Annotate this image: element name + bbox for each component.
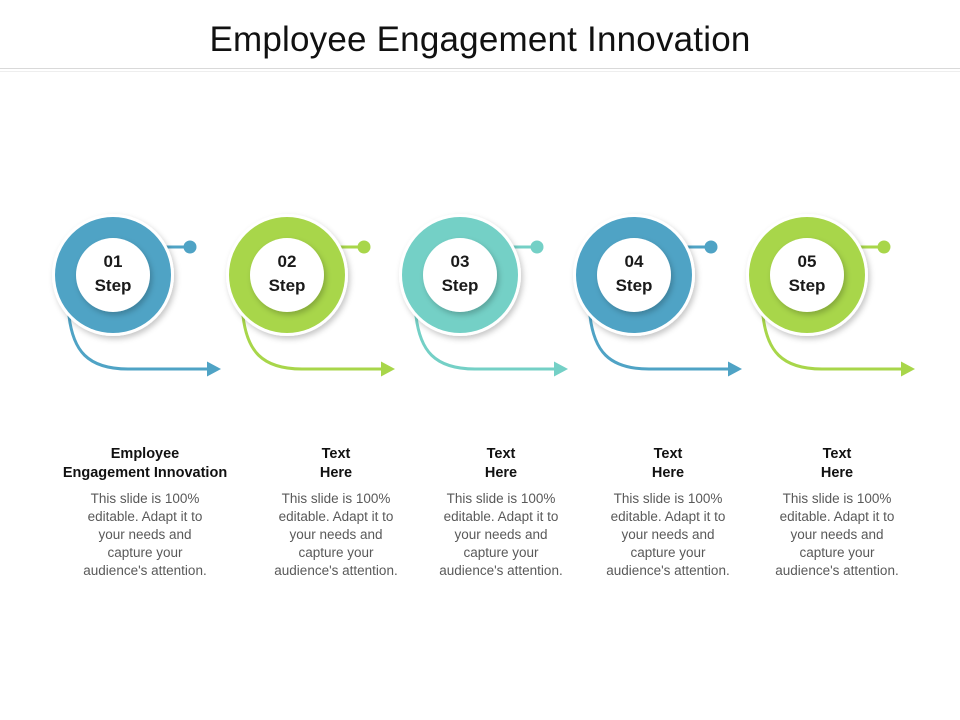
arrow-head-icon: [901, 361, 915, 377]
step-05-label: 05 Step: [762, 250, 852, 298]
step-heading-line: Here: [319, 465, 353, 481]
step-word: Step: [788, 276, 826, 295]
flow-arrow-line: [588, 314, 732, 371]
step-description: This slide is 100% editable. Adapt it to y…: [578, 490, 758, 580]
step-description-line: editable. Adapt it to: [779, 509, 895, 524]
step-heading-line: Text: [822, 446, 852, 462]
step-word: Step: [94, 276, 132, 295]
step-inner-circle: [76, 238, 150, 312]
step-word: Step: [441, 276, 479, 295]
step-description-line: capture your: [463, 545, 539, 560]
step-03-label: 03 Step: [415, 250, 505, 298]
step-01-text-block: Employee Engagement Innovation This slide …: [55, 445, 235, 580]
arrow-head-icon: [207, 361, 221, 377]
title-divider: [0, 68, 960, 69]
step-description-line: This slide is 100%: [613, 491, 723, 506]
step-description-line: This slide is 100%: [782, 491, 892, 506]
step-description-line: This slide is 100%: [90, 491, 200, 506]
step-02-label: 02 Step: [242, 250, 332, 298]
step-heading-line: Engagement Innovation: [62, 465, 228, 481]
step-heading-line: Employee: [110, 446, 180, 462]
step-05-graphic: [746, 214, 915, 377]
arrow-head-icon: [554, 361, 568, 377]
step-description-line: capture your: [107, 545, 183, 560]
step-heading-line: Here: [484, 465, 518, 481]
step-description: This slide is 100% editable. Adapt it to y…: [246, 490, 426, 580]
step-heading: Text Here: [747, 445, 927, 483]
step-heading-line: Text: [653, 446, 683, 462]
step-inner-circle: [250, 238, 324, 312]
connector-dot: [704, 240, 718, 254]
step-03-graphic: [399, 214, 568, 377]
connector-dot: [877, 240, 891, 254]
step-04-label: 04 Step: [589, 250, 679, 298]
step-description-line: audience's attention.: [274, 563, 398, 578]
step-description-line: This slide is 100%: [281, 491, 391, 506]
step-inner-circle: [423, 238, 497, 312]
step-number: 03: [450, 252, 470, 271]
step-description-line: audience's attention.: [83, 563, 207, 578]
step-02-graphic: [226, 214, 395, 377]
step-05-text-block: Text Here This slide is 100% editable. Adap…: [747, 445, 927, 580]
step-heading: Text Here: [411, 445, 591, 483]
flow-arrow-line: [414, 314, 558, 371]
step-heading-line: Here: [651, 465, 685, 481]
step-01-graphic: [52, 214, 221, 377]
step-heading: Employee Engagement Innovation: [55, 445, 235, 483]
step-heading-line: Text: [321, 446, 351, 462]
step-description-line: audience's attention.: [775, 563, 899, 578]
step-description: This slide is 100% editable. Adapt it to y…: [411, 490, 591, 580]
step-description-line: capture your: [799, 545, 875, 560]
step-heading: Text Here: [578, 445, 758, 483]
step-04-text-block: Text Here This slide is 100% editable. Adap…: [578, 445, 758, 580]
flow-arrow-line: [761, 314, 905, 371]
step-description-line: audience's attention.: [439, 563, 563, 578]
step-description-line: audience's attention.: [606, 563, 730, 578]
step-word: Step: [268, 276, 306, 295]
step-description-line: capture your: [630, 545, 706, 560]
step-number: 02: [277, 252, 297, 271]
step-description: This slide is 100% editable. Adapt it to y…: [747, 490, 927, 580]
slide-title: Employee Engagement Innovation: [209, 20, 751, 59]
step-description-line: your needs and: [621, 527, 715, 542]
step-inner-circle: [597, 238, 671, 312]
step-description-line: editable. Adapt it to: [443, 509, 559, 524]
step-number: 04: [624, 252, 644, 271]
step-description-line: your needs and: [98, 527, 192, 542]
arrow-head-icon: [728, 361, 742, 377]
step-word: Step: [615, 276, 653, 295]
step-heading: Text Here: [246, 445, 426, 483]
step-description-line: your needs and: [289, 527, 383, 542]
connector-dot: [357, 240, 371, 254]
step-03-text-block: Text Here This slide is 100% editable. Adap…: [411, 445, 591, 580]
step-number: 05: [797, 252, 817, 271]
step-description-line: your needs and: [790, 527, 884, 542]
step-heading-line: Text: [486, 446, 516, 462]
step-description-line: your needs and: [454, 527, 548, 542]
step-description-line: This slide is 100%: [446, 491, 556, 506]
flow-arrow-line: [67, 314, 211, 371]
step-description-line: editable. Adapt it to: [87, 509, 203, 524]
connector-dot: [183, 240, 197, 254]
step-04-graphic: [573, 214, 742, 377]
step-01-label: 01 Step: [68, 250, 158, 298]
step-number: 01: [103, 252, 123, 271]
step-description-line: capture your: [298, 545, 374, 560]
step-description-line: editable. Adapt it to: [610, 509, 726, 524]
step-02-text-block: Text Here This slide is 100% editable. Adap…: [246, 445, 426, 580]
connector-dot: [530, 240, 544, 254]
arrow-head-icon: [381, 361, 395, 377]
step-inner-circle: [770, 238, 844, 312]
step-heading-line: Here: [820, 465, 854, 481]
step-description: This slide is 100% editable. Adapt it to y…: [55, 490, 235, 580]
step-description-line: editable. Adapt it to: [278, 509, 394, 524]
title-divider-secondary: [0, 71, 960, 72]
flow-arrow-line: [241, 314, 385, 371]
